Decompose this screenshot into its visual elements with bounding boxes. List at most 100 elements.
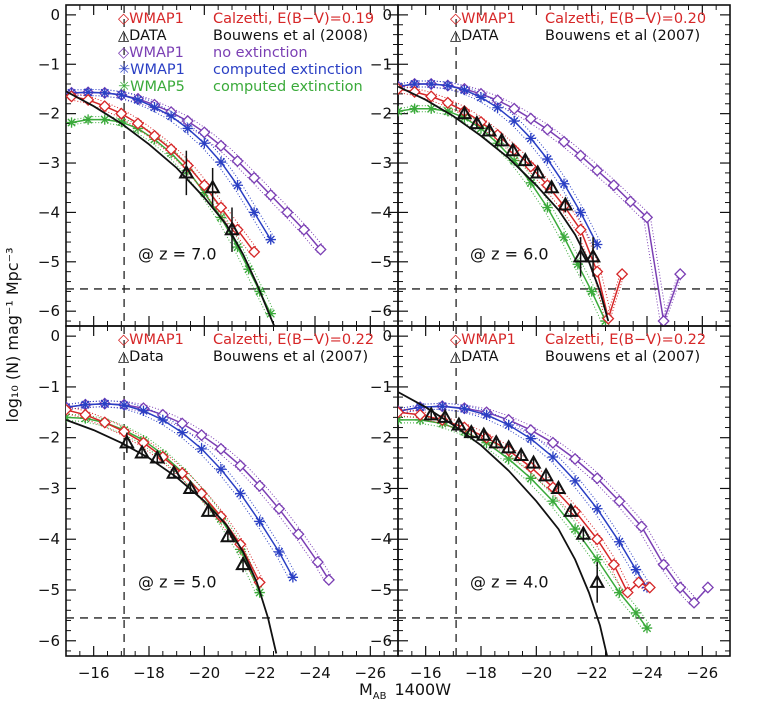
series-wmap5-computed-extinction — [398, 414, 653, 634]
series-point — [643, 581, 656, 594]
redshift-annotation: @ z = 7.0 — [138, 244, 217, 263]
series-point — [176, 417, 189, 430]
series-point — [98, 100, 111, 113]
data-point — [224, 221, 240, 236]
series-point — [66, 403, 73, 416]
series-point — [525, 177, 536, 188]
y-tick-label: −3 — [370, 154, 392, 172]
series-point — [569, 523, 581, 535]
legend-desc: computed extinction — [213, 62, 363, 78]
legend-label: DATA — [129, 28, 166, 44]
series-point — [196, 443, 207, 455]
series-point — [116, 116, 127, 128]
series-envelope-lower — [66, 420, 258, 596]
y-tick-label: 0 — [382, 6, 392, 24]
series-point — [475, 92, 487, 103]
y-tick-label: 0 — [50, 6, 60, 24]
data-point — [450, 416, 467, 431]
series-point — [481, 409, 492, 421]
series-point — [248, 171, 261, 184]
series-point — [509, 155, 520, 166]
legend-entry: △DATA Bouwens et al (2007) — [450, 28, 700, 44]
series-point — [198, 179, 211, 192]
legend-entry: ◇WMAP1 Calzetti, E(B−V)=0.22 — [450, 332, 706, 348]
legend-entry: △Data Bouwens et al (2007) — [118, 349, 368, 365]
y-tick-label: −1 — [370, 378, 392, 396]
series-envelope-lower — [68, 94, 269, 243]
legend-label: WMAP1 — [461, 332, 516, 348]
series-envelope-lower — [68, 98, 252, 256]
series-envelope-upper — [74, 116, 275, 311]
data-point — [557, 196, 574, 211]
schechter-fit-line — [66, 90, 276, 326]
x-tick-label: −18 — [133, 664, 165, 682]
series-envelope-lower — [398, 408, 706, 607]
legend-desc: Calzetti, E(B−V)=0.22 — [545, 332, 706, 348]
observed-data — [423, 406, 606, 603]
series-wmap1-calzetti — [66, 403, 266, 589]
panel-top-left: 0−1−2−3−4−5−6◇WMAP1 Calzetti, E(B−V)=0.19… — [38, 4, 399, 327]
series-point — [568, 452, 582, 466]
series-point — [621, 586, 634, 599]
y-tick-label: −5 — [38, 253, 60, 271]
series-point — [311, 555, 324, 569]
legend-marker: ◇ — [118, 332, 130, 348]
series-point — [182, 123, 193, 134]
series-point — [632, 576, 645, 589]
series-point — [414, 402, 426, 413]
series-wmap5-computed-extinction — [66, 412, 265, 598]
y-tick-label: −3 — [370, 479, 392, 497]
panel-frame — [65, 325, 399, 657]
y-tick-label: −3 — [38, 479, 60, 497]
series-point — [79, 408, 92, 421]
y-tick-label: −4 — [370, 530, 392, 548]
legend-marker: ✳ — [118, 62, 130, 78]
series-line — [398, 83, 681, 322]
series-point — [99, 87, 110, 99]
series-point — [176, 467, 189, 480]
series-wmap1-computed-extinction — [398, 401, 653, 593]
series-point — [459, 403, 470, 414]
data-point — [589, 573, 606, 588]
series-point — [607, 558, 620, 571]
series-point — [273, 546, 285, 558]
series-point — [542, 153, 553, 165]
series-point — [214, 139, 228, 152]
series-point — [641, 622, 653, 634]
legend-marker: △ — [450, 28, 462, 44]
x-tick-label: −24 — [299, 664, 331, 682]
series-point — [558, 178, 570, 189]
data-point — [134, 444, 150, 459]
series-point — [414, 408, 427, 421]
y-tick-label: 0 — [50, 327, 60, 345]
series-point — [82, 87, 94, 98]
series-point — [614, 587, 625, 598]
legend-marker: △ — [118, 28, 130, 44]
data-point — [475, 426, 492, 441]
data-point — [178, 164, 195, 179]
series-wmap1-computed-extinction — [398, 78, 603, 250]
series-point — [546, 436, 560, 449]
series-point — [235, 488, 246, 499]
data-point — [525, 454, 542, 469]
series-line — [66, 409, 261, 583]
series-point — [442, 105, 453, 117]
legend-label: Data — [129, 349, 164, 365]
panel-bottom-left: −16 −18 −20 −22 −24 −260−1−2−3−4−5−6◇WMAP1 Cal… — [38, 325, 399, 682]
series-point — [131, 117, 145, 130]
y-tick-label: −1 — [38, 378, 60, 396]
panel-top-right: 0 −1 −2 −3 −4 −5 −6 ◇WMAP1 Calzetti, E(B−V)=0.20… — [370, 4, 731, 327]
series-point — [409, 78, 420, 90]
panel-plot-area — [398, 326, 730, 656]
legend-entry: △DATA Bouwens et al (2007) — [450, 349, 700, 365]
legend-entry: ◇WMAP1 Calzetti, E(B−V)=0.20 — [450, 11, 706, 27]
series-point — [322, 573, 335, 586]
legend-label: DATA — [461, 28, 498, 44]
x-tick-label: −26 — [355, 664, 387, 682]
series-point — [138, 405, 149, 416]
series-point — [248, 207, 260, 218]
data-point — [585, 248, 601, 263]
redshift-annotation: @ z = 6.0 — [470, 244, 549, 263]
data-point — [543, 179, 560, 194]
series-point — [674, 581, 687, 594]
